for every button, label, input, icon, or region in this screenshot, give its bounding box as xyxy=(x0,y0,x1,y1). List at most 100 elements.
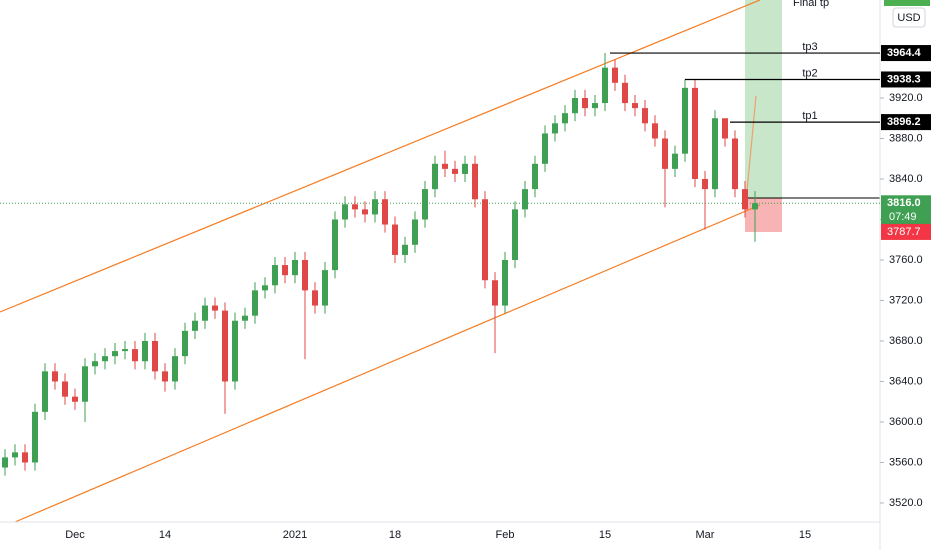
candle-body xyxy=(502,259,508,306)
stop-label: 3787.7 xyxy=(887,226,921,238)
target-name: tp1 xyxy=(802,110,817,122)
candle-body xyxy=(422,189,428,220)
candle-body xyxy=(62,381,68,397)
candle-body xyxy=(332,219,338,271)
candle-body xyxy=(672,153,678,169)
candle-body xyxy=(642,108,648,124)
candle-body xyxy=(122,349,128,352)
candle-body xyxy=(732,138,738,190)
candle-body xyxy=(702,178,708,190)
candle-body xyxy=(152,340,158,372)
candle-body xyxy=(512,209,518,260)
candle-body xyxy=(102,356,108,362)
candle-body xyxy=(432,163,438,190)
candle-body xyxy=(52,371,58,382)
last-price-badge xyxy=(881,195,931,226)
candle-body xyxy=(132,349,138,362)
candle-body xyxy=(32,411,38,463)
candle-body xyxy=(592,103,598,109)
y-tick-label: 3680.0 xyxy=(889,335,923,347)
candle-body xyxy=(202,305,208,321)
candle-body xyxy=(742,189,748,210)
candle-body xyxy=(722,118,728,139)
candle-body xyxy=(92,361,98,367)
stop-zone xyxy=(745,198,782,232)
candle-body xyxy=(682,87,688,154)
candle-body xyxy=(572,98,578,114)
candle-body xyxy=(222,310,228,382)
x-tick-label: Mar xyxy=(696,529,715,541)
candle-body xyxy=(622,82,628,104)
level-badge-label: 3938.3 xyxy=(887,73,921,85)
x-tick-label: 2021 xyxy=(283,529,307,541)
candle-body xyxy=(472,163,478,200)
candle-body xyxy=(462,163,468,174)
channel-lower xyxy=(14,204,761,523)
candle-body xyxy=(302,259,308,291)
candle-body xyxy=(362,209,368,215)
candle-body xyxy=(402,244,408,255)
target-zone xyxy=(745,0,782,198)
candle-body xyxy=(312,290,318,306)
candle-body xyxy=(162,371,168,382)
y-tick-label: 3640.0 xyxy=(889,375,923,387)
y-tick-label: 3520.0 xyxy=(889,497,923,509)
y-tick-label: 3920.0 xyxy=(889,92,923,104)
stop-badge xyxy=(881,223,931,240)
candle-body xyxy=(712,118,718,190)
candle-body xyxy=(272,265,278,286)
y-tick-label: 3600.0 xyxy=(889,416,923,428)
y-tick-label: 3760.0 xyxy=(889,254,923,266)
channel-upper xyxy=(0,0,761,313)
target-badge xyxy=(884,0,930,6)
candle-body xyxy=(452,168,458,174)
candle-body xyxy=(192,320,198,331)
level-badge-label: 3896.2 xyxy=(887,116,921,128)
x-tick-label: Feb xyxy=(496,529,515,541)
candle-body xyxy=(282,265,288,276)
currency[interactable]: USD xyxy=(897,12,920,24)
x-tick-label: 15 xyxy=(599,529,611,541)
candle-body xyxy=(252,290,258,316)
candle-body xyxy=(262,285,268,291)
x-tick-label: Dec xyxy=(65,529,85,541)
candle-body xyxy=(142,340,148,362)
x-tick-label: 18 xyxy=(389,529,401,541)
currency-box[interactable] xyxy=(892,7,926,28)
y-tick-label: 3720.0 xyxy=(889,294,923,306)
candle-body xyxy=(632,103,638,109)
candle-body xyxy=(322,270,328,306)
y-tick-label: 3560.0 xyxy=(889,456,923,468)
candle-body xyxy=(22,452,28,463)
level-badge-label: 3964.4 xyxy=(887,47,922,59)
candle-body xyxy=(372,199,378,215)
candle-body xyxy=(232,320,238,382)
candle-body xyxy=(82,366,88,402)
target-name: tp2 xyxy=(802,67,817,79)
candle-body xyxy=(352,204,358,210)
x-tick-label: 15 xyxy=(799,529,811,541)
candle-body xyxy=(112,351,118,357)
candle-body xyxy=(342,204,348,220)
level-badge xyxy=(881,45,931,62)
candle-body xyxy=(602,67,608,104)
last-price-label: 3816.0 xyxy=(887,197,921,209)
candle-body xyxy=(542,133,548,164)
y-tick-label: 3880.0 xyxy=(889,132,923,144)
candle-body xyxy=(2,457,8,468)
candle-body xyxy=(562,113,568,124)
candle-body xyxy=(692,87,698,179)
candle-body xyxy=(492,280,498,306)
candle-body xyxy=(212,305,218,311)
candle-body xyxy=(482,199,488,281)
y-tick-label: 3840.0 xyxy=(889,173,923,185)
level-badge xyxy=(881,114,931,131)
level-badge xyxy=(881,71,931,88)
candle-body xyxy=(412,219,418,245)
countdown: 07:49 xyxy=(889,211,917,223)
candle-body xyxy=(292,259,298,276)
candle-body xyxy=(382,199,388,225)
candle-body xyxy=(522,189,528,210)
